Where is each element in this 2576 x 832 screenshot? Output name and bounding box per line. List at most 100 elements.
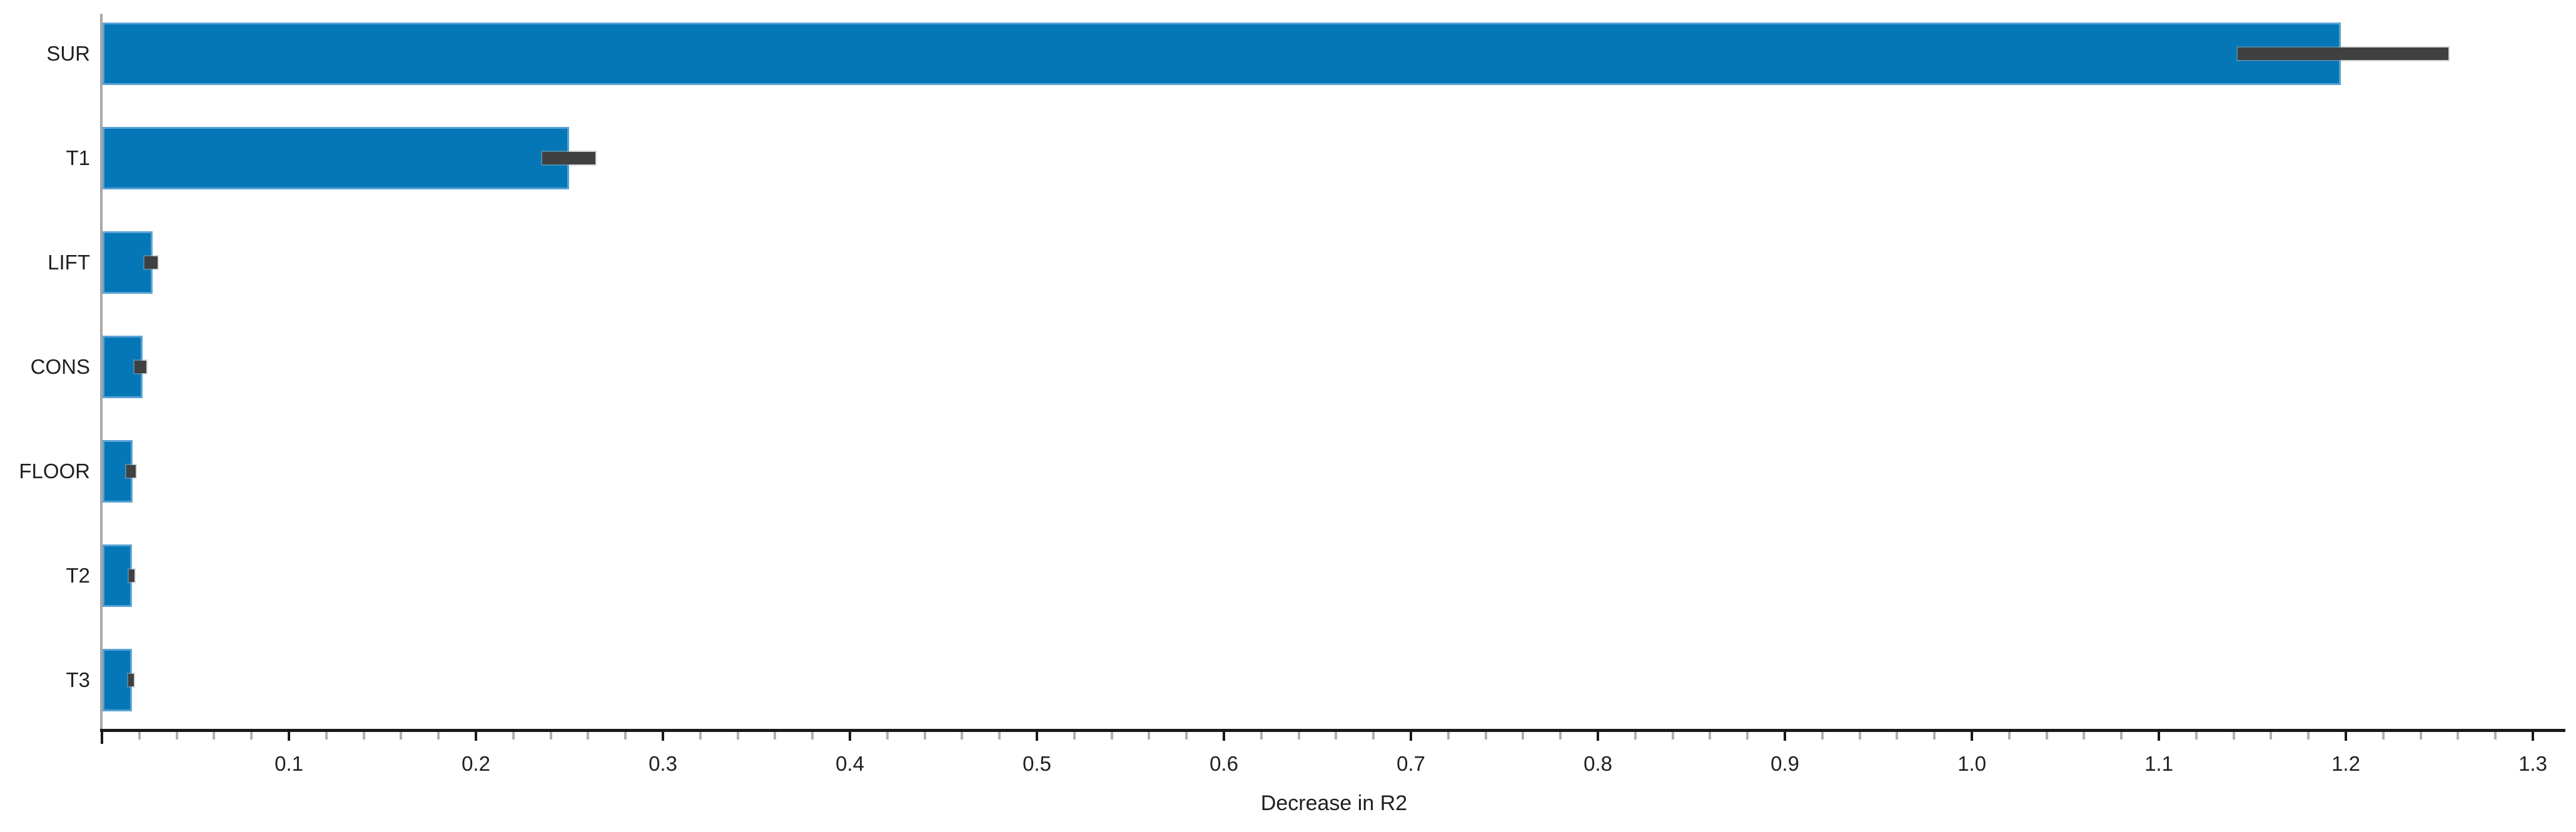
x-minor-tick <box>2120 732 2123 739</box>
x-minor-tick <box>624 732 627 739</box>
x-minor-tick <box>1933 732 1936 739</box>
x-major-tick <box>1223 732 1225 741</box>
x-minor-tick <box>176 732 178 739</box>
x-major-tick <box>662 732 664 741</box>
x-minor-tick <box>737 732 739 739</box>
x-minor-tick <box>2457 732 2459 739</box>
x-tick-label: 1.2 <box>2331 752 2360 775</box>
x-minor-tick <box>2008 732 2011 739</box>
x-axis-title: Decrease in R2 <box>1260 791 1408 815</box>
x-tick-label: 0.7 <box>1397 752 1425 775</box>
x-tick-label: 1.1 <box>2144 752 2173 775</box>
x-major-tick <box>101 732 103 744</box>
x-minor-tick <box>2307 732 2310 739</box>
bar <box>103 336 143 398</box>
x-major-tick <box>1410 732 1412 741</box>
x-minor-tick <box>250 732 253 739</box>
x-tick-label: 1.0 <box>1957 752 1986 775</box>
x-tick-label: 0.8 <box>1583 752 1612 775</box>
x-minor-tick <box>550 732 552 739</box>
x-minor-tick <box>1672 732 1674 739</box>
error-bar <box>2238 48 2448 60</box>
x-minor-tick <box>363 732 365 739</box>
error-bar <box>126 465 136 478</box>
x-minor-tick <box>2046 732 2048 739</box>
x-tick-label: 0.4 <box>836 752 864 775</box>
x-minor-tick <box>1859 732 1861 739</box>
x-minor-tick <box>886 732 889 739</box>
x-minor-tick <box>1746 732 1749 739</box>
x-minor-tick <box>998 732 1001 739</box>
x-minor-tick <box>1559 732 1562 739</box>
x-minor-tick <box>1485 732 1487 739</box>
x-major-tick <box>475 732 477 741</box>
x-minor-tick <box>1335 732 1337 739</box>
x-minor-tick <box>699 732 702 739</box>
error-bar <box>542 152 595 164</box>
x-tick-label: 0.5 <box>1023 752 1051 775</box>
error-bar <box>134 361 146 373</box>
x-minor-tick <box>2494 732 2497 739</box>
x-minor-tick <box>2420 732 2422 739</box>
x-minor-tick <box>1447 732 1450 739</box>
x-minor-tick <box>1111 732 1113 739</box>
x-minor-tick <box>400 732 402 739</box>
y-tick-label: LIFT <box>48 251 90 274</box>
x-minor-tick <box>437 732 440 739</box>
x-major-tick <box>2532 732 2534 741</box>
x-tick-label: 0.6 <box>1210 752 1238 775</box>
x-minor-tick <box>1185 732 1188 739</box>
x-minor-tick <box>1821 732 1824 739</box>
bar <box>103 127 569 189</box>
x-minor-tick <box>811 732 814 739</box>
x-minor-tick <box>961 732 963 739</box>
x-tick-label: 0.2 <box>462 752 490 775</box>
x-tick-label: 0.9 <box>1770 752 1799 775</box>
bar <box>103 544 132 607</box>
x-major-tick <box>1597 732 1599 741</box>
error-bar <box>129 569 134 582</box>
x-minor-tick <box>2233 732 2235 739</box>
x-minor-tick <box>1896 732 1898 739</box>
y-tick-label: FLOOR <box>19 459 90 483</box>
x-minor-tick <box>2382 732 2385 739</box>
x-minor-tick <box>1260 732 1263 739</box>
y-tick-label: SUR <box>46 42 90 65</box>
x-minor-tick <box>1709 732 1711 739</box>
x-tick-label: 0.1 <box>275 752 303 775</box>
x-major-tick <box>2345 732 2347 741</box>
x-minor-tick <box>1522 732 1524 739</box>
bar <box>103 231 153 294</box>
x-minor-tick <box>325 732 328 739</box>
x-tick-label: 1.3 <box>2518 752 2547 775</box>
y-tick-label: T1 <box>66 146 90 169</box>
x-minor-tick <box>512 732 515 739</box>
x-minor-tick <box>587 732 589 739</box>
x-tick-label: 0.3 <box>649 752 677 775</box>
x-minor-tick <box>138 732 141 739</box>
y-axis-spine <box>100 14 103 732</box>
x-minor-tick <box>1073 732 1076 739</box>
x-minor-tick <box>774 732 776 739</box>
x-major-tick <box>849 732 851 741</box>
y-tick-label: T2 <box>66 564 90 587</box>
x-minor-tick <box>2195 732 2198 739</box>
x-minor-tick <box>1298 732 1300 739</box>
x-major-tick <box>1784 732 1786 741</box>
x-major-tick <box>1971 732 1973 741</box>
error-bar <box>144 256 158 269</box>
y-tick-label: CONS <box>30 355 90 378</box>
x-minor-tick <box>2083 732 2085 739</box>
bar <box>103 23 2341 85</box>
error-bar <box>128 674 134 686</box>
x-major-tick <box>2158 732 2160 741</box>
x-minor-tick <box>1634 732 1637 739</box>
bar <box>103 649 132 711</box>
x-minor-tick <box>213 732 215 739</box>
x-minor-tick <box>924 732 926 739</box>
y-tick-label: T3 <box>66 668 90 691</box>
x-minor-tick <box>2270 732 2272 739</box>
x-minor-tick <box>1372 732 1375 739</box>
x-axis-line <box>100 729 2565 732</box>
